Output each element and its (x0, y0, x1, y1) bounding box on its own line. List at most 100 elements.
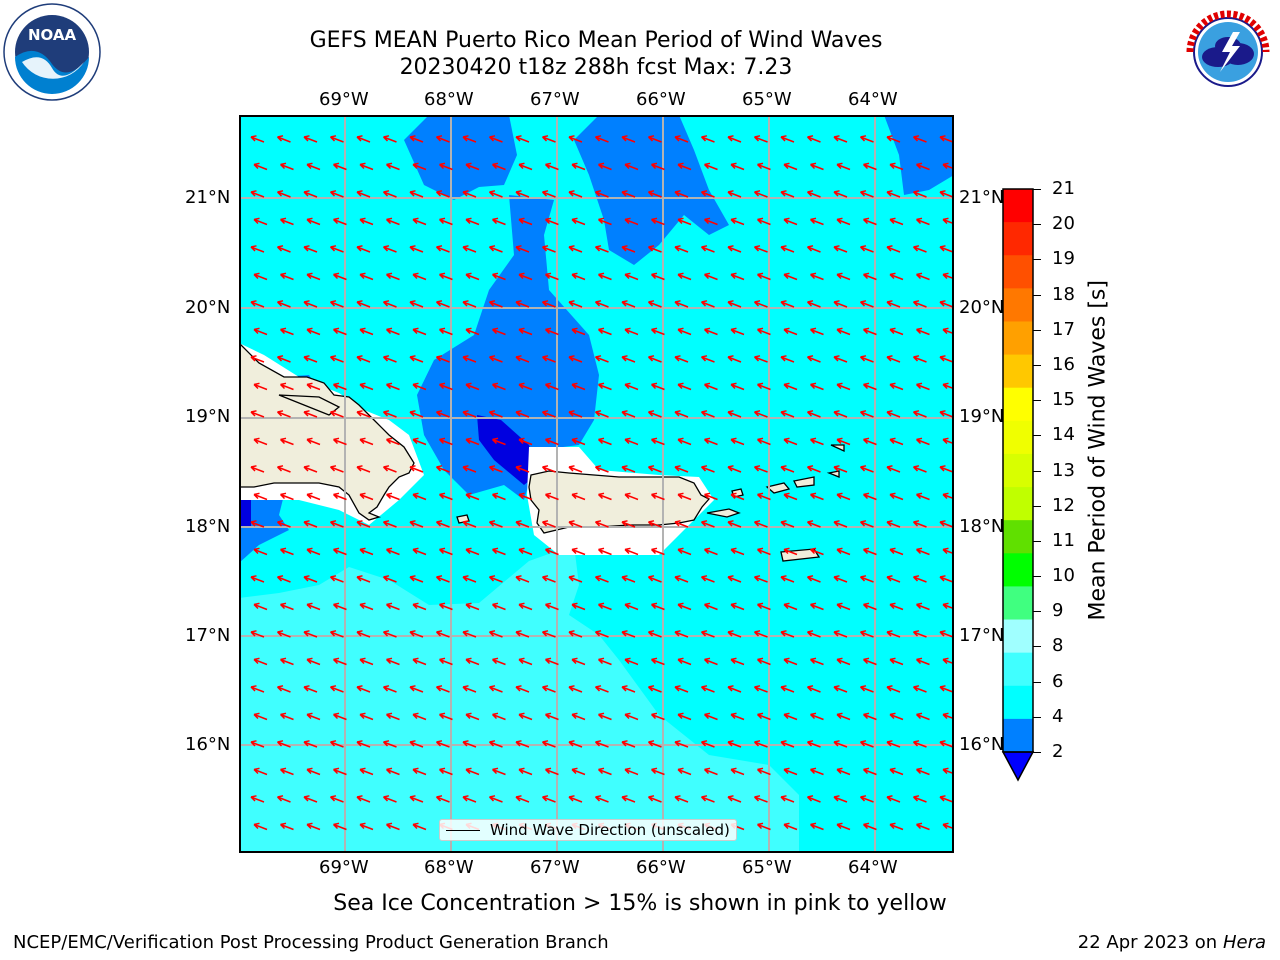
wind-arrow (833, 630, 848, 638)
wind-arrow (756, 492, 771, 501)
wind-arrow (886, 465, 901, 473)
wind-arrow (806, 685, 821, 693)
wind-arrow (465, 437, 480, 446)
wind-arrow (306, 492, 321, 501)
wind-arrow (939, 190, 954, 198)
wind-arrow (412, 492, 427, 501)
map-area: Wind Wave Direction (unscaled) (238, 115, 957, 853)
wind-arrow (912, 795, 927, 803)
wind-arrow (862, 327, 877, 336)
wind-arrow (730, 492, 745, 501)
wind-arrow (756, 272, 771, 281)
wind-arrow (253, 602, 268, 611)
wind-arrow (465, 272, 480, 281)
wind-arrow (647, 630, 662, 638)
wind-arrow (836, 822, 851, 831)
wind-arrow (915, 657, 930, 666)
wind-arrow (409, 355, 424, 363)
wind-arrow (780, 685, 795, 693)
wind-arrow (783, 822, 798, 831)
wind-arrow (491, 657, 506, 666)
wind-arrow (700, 575, 715, 583)
wind-arrow (833, 795, 848, 803)
wind-arrow (359, 382, 374, 391)
wind-arrow (541, 575, 556, 583)
wind-arrow (409, 300, 424, 308)
wind-arrow (382, 575, 397, 583)
wind-arrow (359, 712, 374, 721)
colorbar-tick-mark (1033, 259, 1041, 261)
wind-arrow (329, 520, 344, 528)
wind-arrow (650, 162, 665, 171)
wind-arrow (594, 135, 609, 143)
lon-label-top-69w: 69°W (319, 89, 369, 110)
wind-arrow (359, 272, 374, 281)
colorbar-tick-mark (1033, 470, 1041, 472)
wind-arrow (306, 382, 321, 391)
lat-label-right-21n: 21°N (959, 187, 1005, 208)
wind-arrow (862, 217, 877, 226)
wind-arrow (621, 685, 636, 693)
wind-arrow (915, 712, 930, 721)
wind-arrow (806, 410, 821, 418)
wind-arrow (730, 767, 745, 776)
colorbar-cell (1003, 321, 1033, 356)
wind-arrow (253, 217, 268, 226)
lat-label-right-16n: 16°N (959, 734, 1005, 755)
wind-arrow (939, 245, 954, 253)
wind-arrow (465, 162, 480, 171)
wind-arrow (674, 300, 689, 308)
wind-arrow (462, 410, 477, 418)
wind-arrow (438, 327, 453, 336)
wind-arrow (939, 685, 954, 693)
colorbar-tick-label: 9 (1052, 600, 1064, 622)
wind-arrow (939, 410, 954, 418)
wind-arrow (541, 190, 556, 198)
wind-arrow (647, 685, 662, 693)
wind-arrow (462, 575, 477, 583)
wind-arrow (703, 327, 718, 336)
wind-arrow (621, 465, 636, 473)
wind-arrow (862, 162, 877, 171)
wind-arrow (412, 822, 427, 831)
wind-arrow (650, 437, 665, 446)
wind-arrow (544, 327, 559, 336)
wind-arrow (915, 327, 930, 336)
wind-arrow (412, 437, 427, 446)
wind-arrow (515, 795, 530, 803)
wind-arrow (703, 547, 718, 556)
wind-arrow (332, 822, 347, 831)
lat-label-left-21n: 21°N (185, 187, 231, 208)
wind-arrow (382, 245, 397, 253)
wind-arrow (594, 740, 609, 748)
wind-arrow (836, 547, 851, 556)
wind-arrow (515, 465, 530, 473)
wind-arrow (306, 767, 321, 776)
colorbar-tick-label: 20 (1052, 213, 1075, 235)
wind-arrow (650, 547, 665, 556)
wind-arrow (515, 685, 530, 693)
lon-label-top-68w: 68°W (424, 89, 474, 110)
wind-arrow (700, 245, 715, 253)
wind-arrow (677, 547, 692, 556)
wind-arrow (621, 135, 636, 143)
wind-arrow (279, 822, 294, 831)
wind-arrow (435, 300, 450, 308)
footer-date-text: 22 Apr 2023 on (1077, 932, 1223, 953)
wind-arrow (862, 382, 877, 391)
wind-arrow (677, 712, 692, 721)
wind-arrow (276, 630, 291, 638)
wind-arrow (568, 135, 583, 143)
colorbar-tick-label: 11 (1052, 529, 1075, 551)
island-virgin-3 (826, 470, 840, 478)
wind-arrow (703, 767, 718, 776)
island-anegada (830, 444, 845, 453)
wind-arrow (356, 795, 371, 803)
wind-arrow (306, 657, 321, 666)
wind-arrow (703, 437, 718, 446)
wind-arrow (889, 327, 904, 336)
nws-logo-graphic (1181, 5, 1275, 99)
wind-arrow (250, 465, 265, 473)
wind-arrow (279, 657, 294, 666)
lon-label-bottom-69w: 69°W (319, 857, 369, 878)
